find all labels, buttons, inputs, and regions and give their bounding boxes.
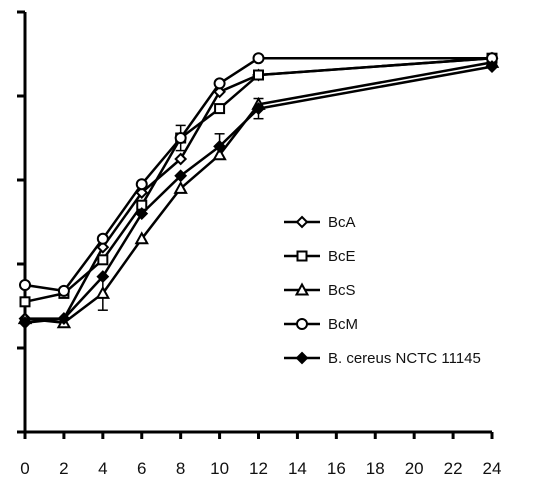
series-line-2 xyxy=(24,61,493,325)
x-tick-label: 16 xyxy=(327,459,346,478)
x-tick-label: 12 xyxy=(249,459,268,478)
data-point-series-2 xyxy=(212,147,227,161)
data-point-series-1 xyxy=(214,103,226,115)
data-point-series-3 xyxy=(19,279,31,291)
data-point-series-3 xyxy=(135,178,148,191)
legend-marker xyxy=(295,351,309,365)
data-point-series-0 xyxy=(96,240,110,254)
x-tick-label: 2 xyxy=(59,459,68,478)
data-point-series-3 xyxy=(57,284,70,297)
data-point-series-3 xyxy=(252,52,265,65)
x-tick-label: 6 xyxy=(137,459,146,478)
data-point-series-0 xyxy=(213,85,226,99)
data-point-series-0 xyxy=(135,186,149,200)
series-lines xyxy=(24,56,493,325)
x-tick-label: 10 xyxy=(210,459,229,478)
data-point-series-2 xyxy=(134,231,149,245)
data-point-series-4 xyxy=(18,316,32,330)
data-point-series-1 xyxy=(19,296,31,308)
legend-marker xyxy=(296,250,308,262)
legend-label: BcA xyxy=(328,214,356,231)
data-point-series-4 xyxy=(213,139,226,153)
series-line-4 xyxy=(24,65,493,325)
x-tick-label: 18 xyxy=(366,459,385,478)
x-tick-label: 4 xyxy=(98,459,107,478)
x-tick-label: 14 xyxy=(288,459,307,478)
data-point-series-3 xyxy=(174,132,187,144)
x-tick-label: 22 xyxy=(444,459,463,478)
legend-label: BcM xyxy=(328,316,358,333)
data-point-series-2 xyxy=(173,180,188,194)
series-line-0 xyxy=(25,56,493,320)
series-markers xyxy=(17,51,500,330)
legend-label: BcE xyxy=(328,248,356,265)
data-point-series-4 xyxy=(174,169,188,183)
data-point-series-3 xyxy=(213,77,226,90)
series-line-1 xyxy=(24,56,493,304)
data-point-series-4 xyxy=(485,60,499,74)
legend-marker xyxy=(295,215,309,229)
data-point-series-0 xyxy=(174,152,188,166)
data-point-series-4 xyxy=(252,102,265,116)
data-point-series-3 xyxy=(96,232,109,245)
legend-marker xyxy=(296,318,308,330)
data-point-series-2 xyxy=(95,285,111,299)
axes: 0 2 4 6 8 10 12 14 16 18 20 22 24 xyxy=(17,10,502,478)
data-point-series-1 xyxy=(97,254,109,266)
data-point-series-4 xyxy=(135,207,149,221)
x-tick-label: 8 xyxy=(176,459,185,478)
legend-marker xyxy=(294,282,310,296)
legend-label: BcS xyxy=(328,282,356,299)
data-point-series-4 xyxy=(57,312,71,326)
legend-label: B. cereus NCTC 11145 xyxy=(328,350,481,367)
x-tick-label: 24 xyxy=(483,459,502,478)
data-point-series-4 xyxy=(96,270,110,284)
series-line-3 xyxy=(24,56,492,293)
x-tick-label: 20 xyxy=(405,459,424,478)
x-tick-label: 0 xyxy=(20,459,29,478)
legend: BcA BcE BcS BcM B. cereus NCTC 11145 xyxy=(284,214,481,367)
data-point-series-1 xyxy=(253,69,264,81)
